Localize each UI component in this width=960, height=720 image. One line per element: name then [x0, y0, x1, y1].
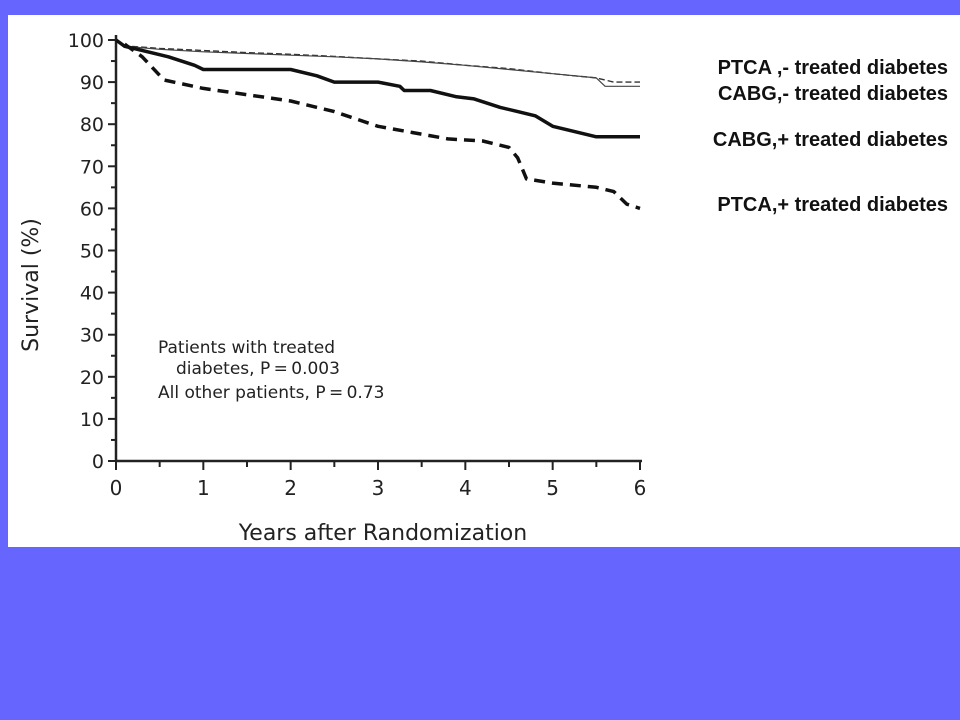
- y-tick-label: 10: [80, 409, 104, 431]
- x-tick-label: 6: [634, 476, 647, 500]
- y-tick-label: 30: [80, 325, 104, 347]
- y-tick-label: 40: [80, 283, 104, 305]
- label-ptca-minus-diabetes: PTCA ,- treated diabetes: [717, 57, 948, 79]
- label-cabg-minus-diabetes: CABG,- treated diabetes: [717, 83, 948, 105]
- y-tick-label: 20: [80, 367, 104, 389]
- x-tick-label: 1: [197, 476, 210, 500]
- label-ptca-plus-diabetes: PTCA,+ treated diabetes: [717, 194, 948, 216]
- legend-panel: PTCA ,- treated diabetes CABG,- treated …: [663, 15, 960, 547]
- series-line-1: [115, 39, 640, 83]
- label-cabg-plus-diabetes: CABG,+ treated diabetes: [712, 129, 948, 151]
- y-tick-label: 0: [92, 451, 104, 473]
- y-tick-label: 70: [80, 156, 104, 178]
- x-tick-label: 4: [459, 476, 472, 500]
- y-tick-label: 50: [80, 241, 104, 263]
- series-layer: [114, 38, 641, 211]
- annotation-line-1: Patients with treated: [158, 338, 335, 358]
- axes: 0 10 20 30 40 50 60 70 80 90 100 0 1 2 3 4 5 6: [68, 30, 647, 500]
- plot-panel: 0 10 20 30 40 50 60 70 80 90 100 0 1 2 3 4 5 6 Survival (…: [8, 15, 663, 547]
- y-axis-label: Survival (%): [19, 218, 44, 352]
- series-line-2: [115, 39, 640, 87]
- x-tick-label: 0: [110, 476, 123, 500]
- annotation-line-3: All other patients, P = 0.73: [158, 383, 384, 403]
- y-tick-label: 80: [80, 114, 104, 136]
- y-tick-label: 60: [80, 198, 104, 220]
- series-line-4: [123, 42, 641, 211]
- x-tick-label: 3: [372, 476, 385, 500]
- x-tick-label: 5: [546, 476, 559, 500]
- y-tick-label: 100: [68, 30, 104, 52]
- survival-chart: 0 10 20 30 40 50 60 70 80 90 100 0 1 2 3 4 5 6 Survival (…: [19, 30, 647, 546]
- y-tick-label: 90: [80, 72, 104, 94]
- x-tick-label: 2: [284, 476, 297, 500]
- x-axis-label: Years after Randomization: [238, 521, 527, 546]
- series-line-3: [114, 38, 640, 139]
- annotation-line-2: diabetes, P = 0.003: [176, 359, 340, 379]
